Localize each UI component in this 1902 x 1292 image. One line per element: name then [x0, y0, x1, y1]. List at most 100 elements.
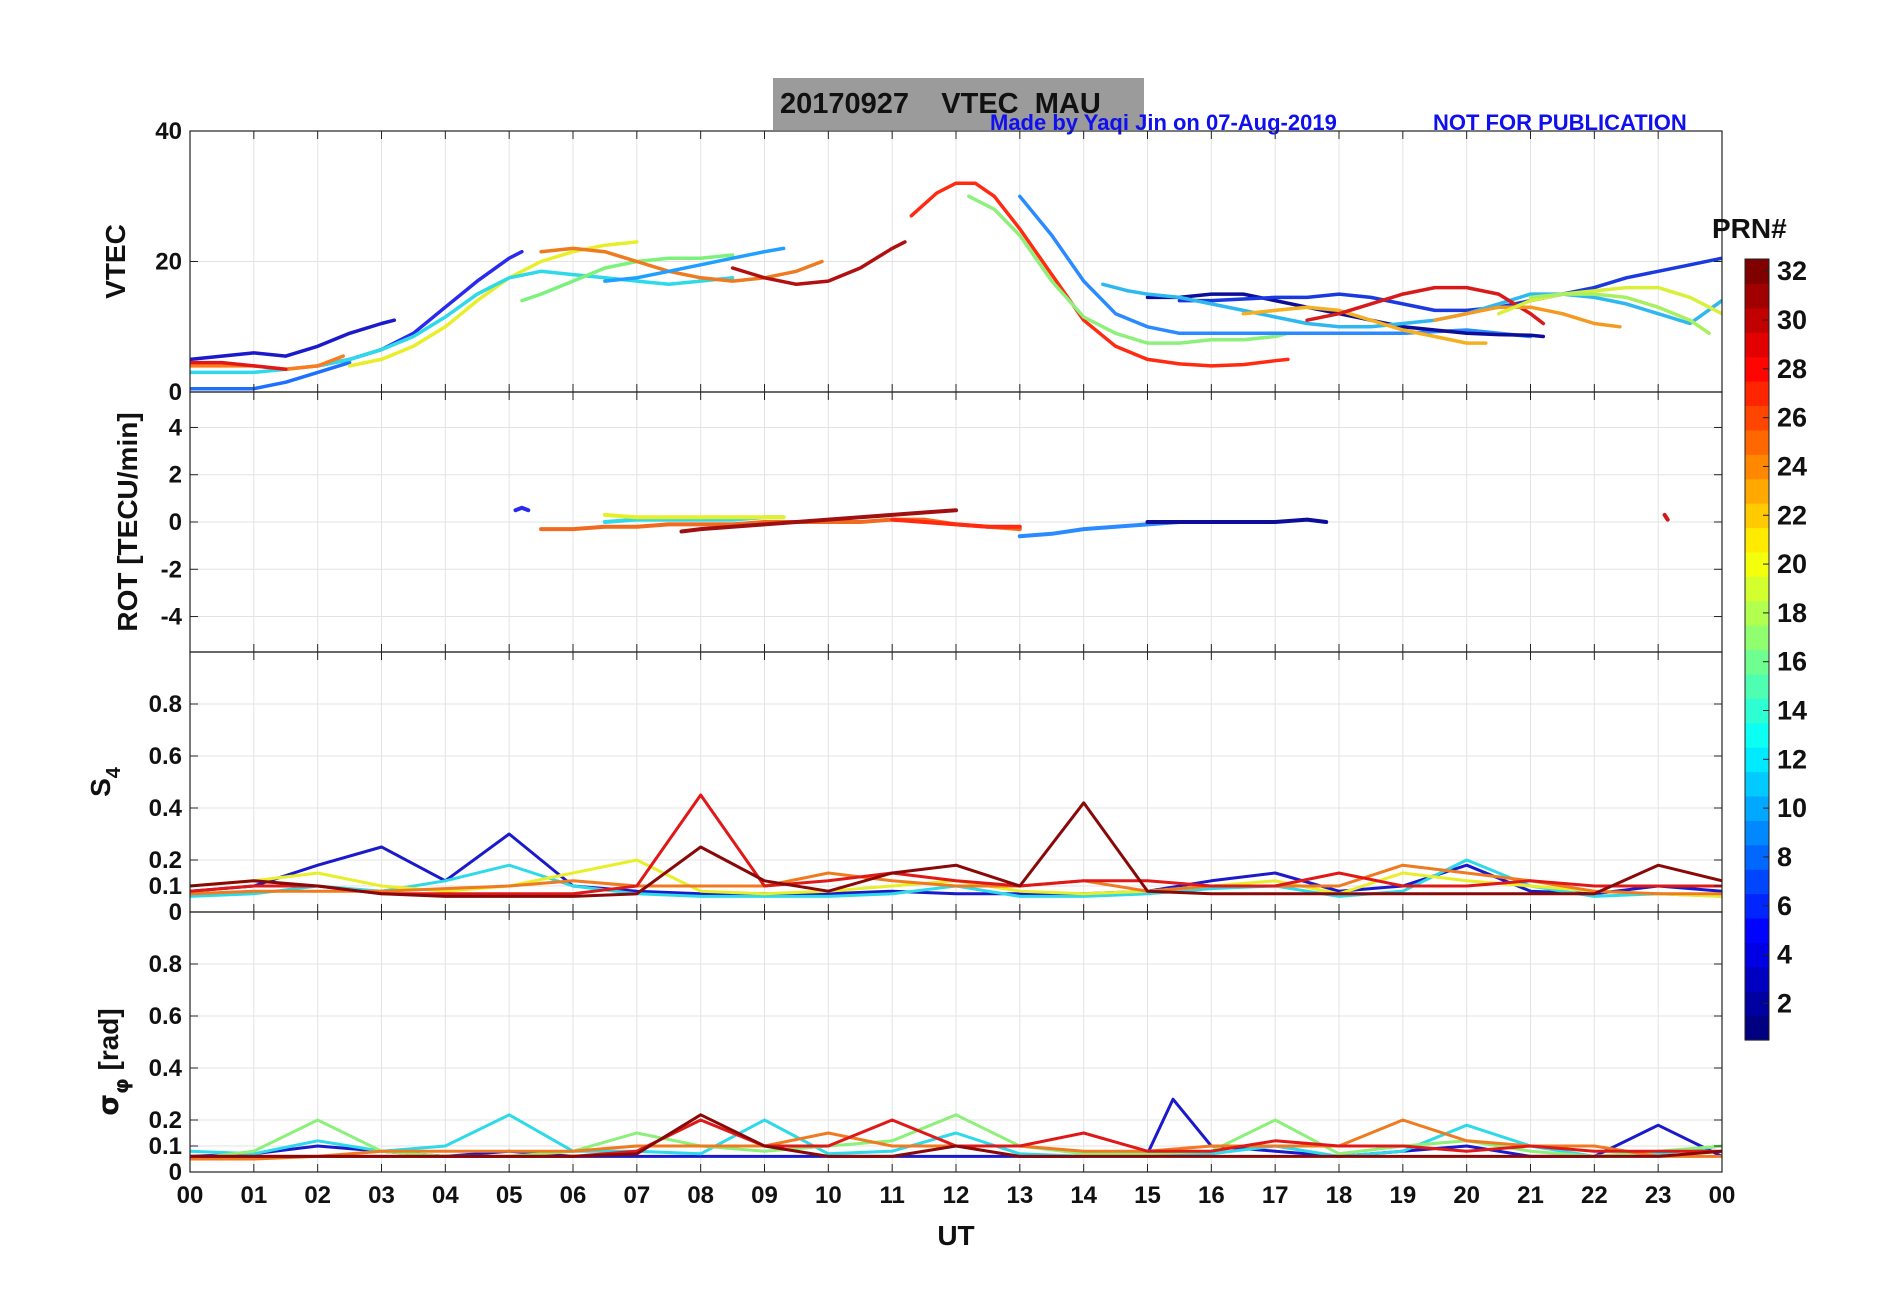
x-axis-label: UT: [937, 1220, 974, 1251]
series-line-prn-5: [315, 249, 524, 368]
y-tick-label: 0.8: [149, 691, 182, 718]
series-line-prn-28: [890, 517, 1022, 529]
series-line-prn-24: [539, 246, 824, 283]
series-line-prn-19: [602, 512, 786, 520]
x-tick-label: 12: [943, 1182, 970, 1209]
x-tick-label: 01: [240, 1182, 267, 1209]
series-line-prn-28: [909, 181, 1290, 368]
colorbar-segment: [1745, 1015, 1769, 1041]
x-tick-label: 02: [304, 1182, 331, 1209]
x-tick-label: 10: [815, 1182, 842, 1209]
colorbar-segment: [1745, 478, 1769, 504]
y-tick-label: 2: [169, 462, 182, 489]
series-line-prn-31: [730, 240, 907, 287]
series-line-prn-15: [520, 253, 735, 303]
x-tick-label: 21: [1517, 1182, 1544, 1209]
colorbar-segment: [1745, 625, 1769, 651]
colorbar-segment: [1745, 381, 1769, 407]
colorbar-tick-label: 32: [1777, 256, 1807, 286]
x-tick-label: 16: [1198, 1182, 1225, 1209]
colorbar-segment: [1745, 966, 1769, 992]
series-line-prn-18: [1496, 285, 1722, 316]
panel-s4: 00.10.2 0.4 0.6 0.8 S4: [85, 651, 1723, 926]
series-line-prn-11: [1101, 282, 1722, 329]
series-line-prn-22: [1433, 305, 1622, 329]
series-line-prn-5: [513, 505, 531, 513]
colorbar-segment: [1745, 771, 1769, 797]
colorbar-tick-label: 22: [1777, 500, 1807, 530]
colorbar-segment: [1745, 429, 1769, 455]
x-tick-label: 17: [1262, 1182, 1289, 1209]
y-tick-label: 0: [169, 1159, 182, 1186]
title-date: 20170927: [780, 88, 910, 120]
series-line-prn-29: [190, 360, 288, 371]
y-tick-label: 0.2: [149, 1107, 182, 1134]
colorbar-frame: [1744, 258, 1770, 1041]
x-tick-label: 06: [560, 1182, 587, 1209]
series-line-prn-12: [190, 1113, 1722, 1158]
y-axis-label: ROT [TECU/min]: [112, 412, 143, 631]
colorbar-tick-label: 30: [1777, 305, 1807, 335]
series-line-prn-16: [967, 194, 1290, 345]
y-axis-label: S4: [85, 766, 125, 797]
colorbar-tick-label: 18: [1777, 598, 1807, 628]
y-tick-label: 0.8: [149, 951, 182, 978]
panel-sigmaphi: 00.10.2 0.4 0.6 0.8 σφ [rad]: [92, 911, 1723, 1186]
x-tick-label: 14: [1070, 1182, 1097, 1209]
x-tick-label: 18: [1326, 1182, 1353, 1209]
y-tick-label: 0.2: [149, 847, 182, 874]
colorbar-tick-label: 20: [1777, 549, 1807, 579]
colorbar-segment: [1745, 869, 1769, 895]
series-line-prn-21: [1241, 305, 1488, 345]
series-line-prn-4: [1177, 256, 1722, 313]
colorbar-tick-label: 6: [1777, 891, 1792, 921]
colorbar-tick-label: 4: [1777, 940, 1792, 970]
colorbar-title: PRN#: [1712, 213, 1787, 244]
series-group: [190, 181, 1722, 391]
x-tick-label: 05: [496, 1182, 523, 1209]
colorbar-tick-label: 8: [1777, 842, 1792, 872]
series-line-prn-12: [190, 269, 735, 375]
title-station: MAU: [1034, 88, 1101, 120]
series-line-prn-2: [1145, 517, 1329, 524]
y-tick-label: 0.1: [149, 1133, 182, 1160]
series-line-prn-9: [1017, 520, 1182, 539]
y-tick-label: 0.6: [149, 743, 182, 770]
y-axis-label-main: S: [85, 778, 116, 797]
y-axis-label: σφ [rad]: [92, 1008, 133, 1115]
x-tick-label: 20: [1453, 1182, 1480, 1209]
series-line-prn-32: [190, 801, 1722, 898]
series-line-prn-32: [190, 1113, 1722, 1158]
colorbar-tick-label: 26: [1777, 403, 1807, 433]
x-tick-label: 22: [1581, 1182, 1608, 1209]
y-tick-label: -4: [161, 604, 183, 631]
x-tick-label: 07: [623, 1182, 650, 1209]
x-tick-label: 09: [751, 1182, 778, 1209]
colorbar-segment: [1745, 820, 1769, 846]
panel-rot: -4 -2 0 2 4 ROT [TECU/min]: [112, 391, 1723, 653]
colorbar-tick-label: 2: [1777, 988, 1792, 1018]
title-text: 20170927 VTEC MAU: [780, 88, 1101, 121]
series-group: [513, 505, 1670, 539]
series-line-prn-29: [190, 793, 1722, 896]
colorbar-tick-label: 16: [1777, 647, 1807, 677]
x-tick-label: 00: [1709, 1182, 1736, 1209]
y-axis-label-subscript: 4: [103, 766, 125, 778]
y-tick-label: -2: [161, 556, 182, 583]
x-tick-label: 00: [177, 1182, 204, 1209]
colorbar-tick-label: 12: [1777, 744, 1807, 774]
colorbar-tick-label: 14: [1777, 696, 1807, 726]
title-product: VTEC: [941, 88, 1019, 120]
y-tick-label: 0.1: [149, 873, 182, 900]
x-tick-label: 04: [432, 1182, 459, 1209]
series-group: [190, 793, 1722, 898]
x-tick-label: 11: [879, 1182, 904, 1209]
series-line-prn-31: [679, 508, 958, 534]
series-line-prn-24: [190, 863, 1722, 896]
series-line-prn-10: [603, 246, 786, 283]
y-tick-label: 0: [169, 379, 182, 406]
colorbar-segment: [1745, 722, 1769, 748]
colorbar-segment: [1745, 917, 1769, 943]
title-box: [773, 78, 1144, 130]
